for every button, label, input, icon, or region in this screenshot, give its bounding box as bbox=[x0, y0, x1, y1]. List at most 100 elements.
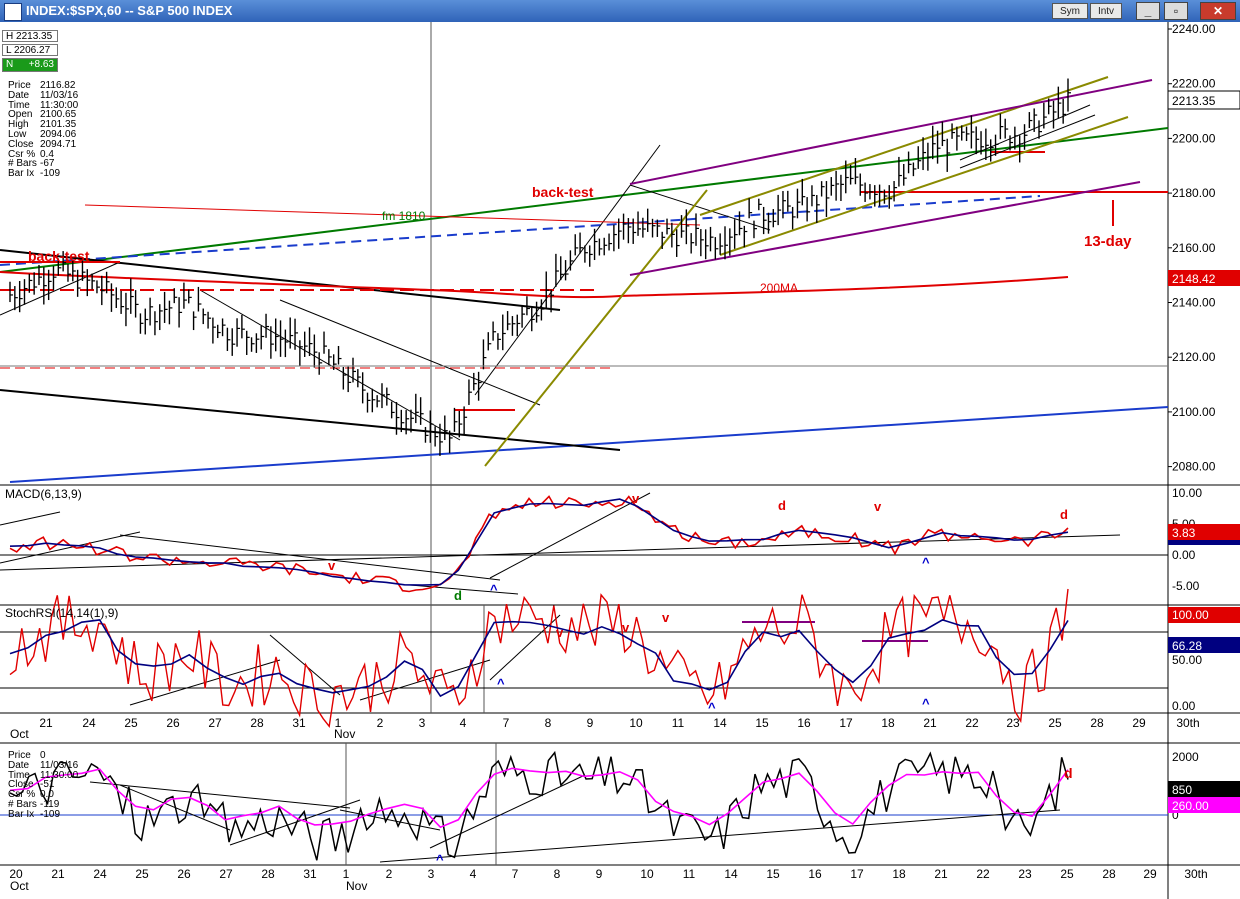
lower-info-row: Csr % 0.0 bbox=[8, 790, 78, 800]
lower-value2-label: 260.00 bbox=[1172, 799, 1209, 813]
price-info-key: # Bars bbox=[8, 158, 37, 170]
stoch-value2-label: 66.28 bbox=[1172, 639, 1202, 653]
ma200-label: 200MA bbox=[760, 281, 798, 295]
x-axis-tick: 28 bbox=[1090, 716, 1104, 730]
lower-info-key: Csr % bbox=[8, 789, 36, 801]
x-axis-tick-bottom: 14 bbox=[724, 867, 738, 881]
x-axis-tick: 31 bbox=[292, 716, 306, 730]
lower-info-panel: Price 0 Date 11/03/16 Time 11:30:00 Close -51 Cs… bbox=[8, 751, 78, 820]
x-axis-tick: 7 bbox=[503, 716, 510, 730]
stoch-marker: v bbox=[662, 610, 670, 625]
stoch-marker: ^ bbox=[708, 700, 716, 715]
net-change-stat: N +8.63 bbox=[2, 58, 58, 72]
x-axis-tick: 11 bbox=[672, 716, 685, 730]
x-axis-month: Oct bbox=[10, 727, 29, 741]
lower-info-value: 11/03/16 bbox=[40, 759, 79, 771]
lower-value2-box bbox=[1168, 797, 1240, 813]
x-axis-tick: 10 bbox=[629, 716, 643, 730]
x-axis-tick: 29 bbox=[1132, 716, 1146, 730]
back-test-right-label: back-test bbox=[532, 184, 594, 200]
stoch-value1-label: 100.00 bbox=[1172, 608, 1209, 622]
x-axis-tick: 9 bbox=[587, 716, 594, 730]
x-axis-tick: 30th bbox=[1176, 716, 1199, 730]
macd-axis-tick: -5.00 bbox=[1172, 579, 1200, 593]
stoch-marker: ^ bbox=[497, 676, 505, 691]
x-axis-tick-bottom: 4 bbox=[470, 867, 477, 881]
x-axis-tick-bottom: 23 bbox=[1018, 867, 1032, 881]
stoch-marker: v bbox=[622, 620, 630, 635]
macd-signal-line bbox=[9, 498, 1069, 586]
x-axis-tick: 1 bbox=[335, 716, 342, 730]
ma-value-label: 2148.42 bbox=[1172, 272, 1216, 286]
lower-line bbox=[9, 750, 1069, 861]
close-icon[interactable]: ✕ bbox=[1200, 2, 1236, 20]
price-info-key: Close bbox=[8, 138, 34, 150]
stoch-label: StochRSI(14,14(1),9) bbox=[5, 606, 118, 620]
price-info-value: -67 bbox=[40, 158, 55, 170]
window-title: INDEX:$SPX,60 -- S&P 500 INDEX bbox=[26, 3, 233, 18]
price-axis-tick: 2100.00 bbox=[1172, 405, 1216, 419]
macd-value-label: 3.83 bbox=[1172, 526, 1196, 540]
intv-button[interactable]: Intv bbox=[1090, 3, 1122, 19]
price-info-value: 0.4 bbox=[40, 148, 54, 160]
lower-info-row: # Bars -119 bbox=[8, 798, 78, 810]
price-info-row: Close 2094.71 bbox=[8, 138, 78, 150]
price-info-panel: Price 2116.82 Date 11/03/16 Time 11:30:00 Open… bbox=[8, 81, 78, 179]
price-info-key: Bar Ix bbox=[8, 168, 35, 180]
x-axis-tick: 8 bbox=[545, 716, 552, 730]
price-info-key: Low bbox=[8, 128, 27, 140]
price-info-row: # Bars -67 bbox=[8, 159, 78, 169]
x-axis-tick: 4 bbox=[460, 716, 467, 730]
price-info-value: -109 bbox=[40, 168, 61, 180]
lower-info-key: Close bbox=[8, 779, 34, 791]
x-axis-tick-bottom: 30th bbox=[1184, 867, 1207, 881]
lower-value1-label: 850 bbox=[1172, 783, 1192, 797]
lower-marker: ^ bbox=[436, 852, 444, 867]
x-axis-tick-bottom: 18 bbox=[892, 867, 906, 881]
price-info-value: 11/03/16 bbox=[40, 89, 79, 101]
lower-info-value: 0.0 bbox=[40, 789, 54, 801]
x-axis-tick: 21 bbox=[923, 716, 937, 730]
lower-info-key: # Bars bbox=[8, 798, 37, 810]
macd-axis-tick: 10.00 bbox=[1172, 486, 1202, 500]
price-axis-tick: 2180.00 bbox=[1172, 186, 1216, 200]
x-axis-tick-bottom: 16 bbox=[808, 867, 822, 881]
minimize-icon[interactable]: _ bbox=[1136, 2, 1160, 20]
net-key: N bbox=[6, 59, 14, 70]
x-axis-tick: 18 bbox=[881, 716, 895, 730]
stoch-axis-tick: 50.00 bbox=[1172, 653, 1202, 667]
lower-marker: d bbox=[1064, 765, 1073, 781]
lower-info-value: 0 bbox=[40, 750, 46, 761]
lower-info-value: -109 bbox=[40, 808, 61, 820]
stoch-value1-box bbox=[1168, 607, 1240, 623]
price-info-row: High 2101.35 bbox=[8, 120, 78, 130]
x-axis-tick: 27 bbox=[208, 716, 222, 730]
low-stat: L 2206.27 bbox=[2, 44, 58, 56]
stochrsi-signal-line bbox=[9, 619, 1069, 698]
app-icon bbox=[4, 3, 22, 21]
macd-marker: v bbox=[328, 558, 336, 573]
x-axis-tick-bottom: 11 bbox=[683, 867, 696, 881]
x-axis-tick-bottom: 10 bbox=[640, 867, 654, 881]
x-axis-tick: 23 bbox=[1006, 716, 1020, 730]
low-value: 2206.27 bbox=[13, 45, 51, 56]
price-axis-tick: 2160.00 bbox=[1172, 241, 1216, 255]
high-key: H bbox=[6, 31, 14, 42]
x-axis-tick-bottom: 17 bbox=[850, 867, 864, 881]
macd-marker: ^ bbox=[490, 582, 498, 597]
x-axis-tick-bottom: 21 bbox=[51, 867, 65, 881]
macd-signal-box bbox=[1168, 540, 1240, 545]
macd-marker: ^ bbox=[922, 555, 930, 570]
stoch-marker: ^ bbox=[922, 696, 930, 711]
restore-icon[interactable]: ▫ bbox=[1164, 2, 1188, 20]
x-axis-tick: 25 bbox=[124, 716, 138, 730]
x-axis-tick-bottom: 8 bbox=[554, 867, 561, 881]
price-info-value: 2100.65 bbox=[40, 109, 77, 121]
x-axis-tick-bottom: 28 bbox=[1102, 867, 1116, 881]
lower-axis-tick: 0 bbox=[1172, 808, 1179, 822]
high-stat: H 2213.35 bbox=[2, 30, 58, 42]
sym-button[interactable]: Sym bbox=[1052, 3, 1088, 19]
chart-area: 2240.002220.002200.002180.002160.002140.… bbox=[0, 22, 1240, 899]
x-axis-tick-bottom: 25 bbox=[135, 867, 149, 881]
x-axis-tick-bottom: 24 bbox=[93, 867, 107, 881]
